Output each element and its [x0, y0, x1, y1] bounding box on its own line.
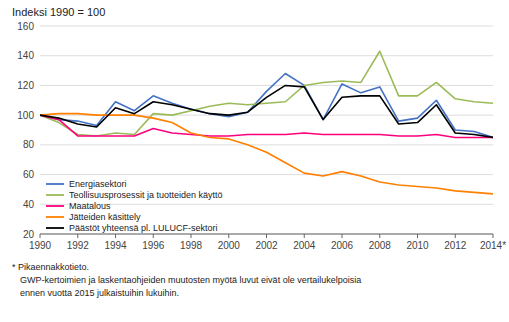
footnote: ennen vuotta 2015 julkaistuihin lukuihin… — [20, 288, 179, 298]
grid-line — [40, 55, 493, 56]
plot-area — [40, 51, 493, 194]
x-tick — [266, 234, 267, 238]
x-tick — [379, 234, 380, 238]
x-tick-label: 2012 — [444, 240, 467, 251]
series-line — [40, 51, 493, 136]
y-axis-label: Indeksi 1990 = 100 — [12, 6, 105, 18]
x-tick — [493, 234, 494, 238]
y-tick-label: 140 — [17, 50, 34, 61]
series-line — [40, 74, 493, 138]
x-tick-label: 1994 — [104, 240, 127, 251]
y-tick-label: 20 — [23, 229, 35, 240]
legend-label: Päästöt yhteensä pl. LULUCF-sektori — [69, 223, 218, 233]
x-tick — [228, 234, 229, 238]
x-tick — [304, 234, 305, 238]
series-line — [40, 114, 493, 194]
x-tick-label: 2014* — [480, 240, 506, 251]
y-tick-label: 100 — [17, 110, 34, 121]
series-line — [40, 85, 493, 137]
y-tick-label: 120 — [17, 80, 34, 91]
y-tick-label: 60 — [23, 169, 35, 180]
x-tick — [153, 234, 154, 238]
legend-swatch — [46, 227, 64, 229]
chart-container: Indeksi 1990 = 100 20 40 60 80 100 120 140 160 19… — [0, 0, 509, 322]
x-tick — [417, 234, 418, 238]
x-tick-label: 1996 — [142, 240, 165, 251]
x-tick — [40, 234, 41, 238]
x-tick — [455, 234, 456, 238]
x-tick-label: 1992 — [67, 240, 90, 251]
grid-line — [40, 26, 493, 27]
x-tick-label: 2002 — [255, 240, 278, 251]
footnote: GWP-kertoimien ja laskentaohjeiden muuto… — [20, 275, 361, 285]
grid-line — [40, 85, 493, 86]
series-line — [40, 115, 493, 137]
legend: EnergiasektoriTeollisuusprosessit ja tuo… — [46, 179, 223, 233]
x-tick-label: 1990 — [29, 240, 52, 251]
x-tick-label: 1998 — [180, 240, 203, 251]
x-tick-label: 2004 — [293, 240, 316, 251]
x-tick — [115, 234, 116, 238]
x-tick — [191, 234, 192, 238]
legend-swatch — [46, 216, 64, 218]
y-tick-label: 80 — [23, 139, 35, 150]
legend-swatch — [46, 205, 64, 207]
chart: Indeksi 1990 = 100 20 40 60 80 100 120 140 160 19… — [0, 0, 509, 322]
x-tick — [342, 234, 343, 238]
grid — [40, 26, 493, 234]
x-tick-label: 2008 — [369, 240, 392, 251]
legend-label: Maatalous — [69, 201, 111, 211]
legend-label: Jätteiden käsittely — [69, 212, 141, 222]
y-tick-label: 40 — [23, 199, 35, 210]
y-tick-label: 160 — [17, 21, 34, 32]
grid-line — [40, 144, 493, 145]
legend-swatch — [46, 194, 64, 196]
legend-label: Energiasektori — [69, 179, 127, 189]
legend-label: Teollisuusprosessit ja tuotteiden käyttö — [69, 190, 223, 200]
x-tick — [77, 234, 78, 238]
grid-line — [40, 174, 493, 175]
x-tick-label: 2010 — [406, 240, 429, 251]
x-tick-label: 2006 — [331, 240, 354, 251]
x-tick-label: 2000 — [218, 240, 241, 251]
footnote: * Pikaennakkotieto. — [12, 262, 89, 272]
legend-swatch — [46, 183, 64, 185]
